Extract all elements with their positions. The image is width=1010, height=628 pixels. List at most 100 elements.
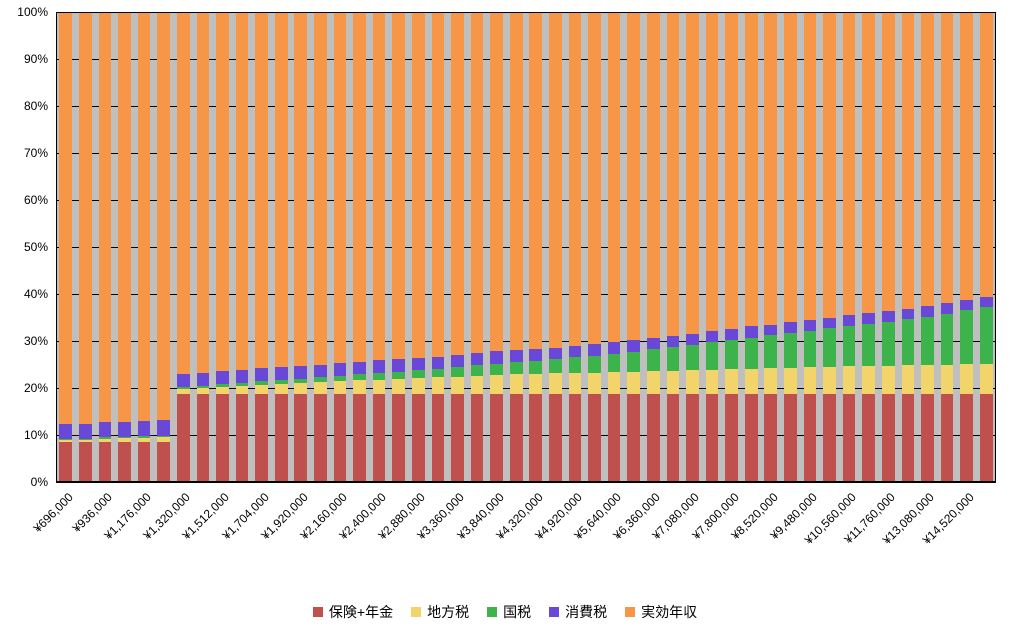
legend-label: 実効年収	[641, 602, 697, 622]
bar-segment-chihouzei	[334, 381, 347, 393]
bar	[99, 12, 112, 482]
bar-segment-hoken_nenkin	[882, 394, 895, 482]
bar-segment-shouhizei	[157, 420, 170, 435]
bar-segment-hoken_nenkin	[941, 394, 954, 482]
bar-segment-shouhizei	[510, 350, 523, 362]
bar-slot	[702, 12, 722, 482]
bar-segment-jikkou	[902, 12, 915, 309]
bar-segment-hoken_nenkin	[373, 394, 386, 482]
bar-slot	[389, 12, 409, 482]
bar-segment-shouhizei	[138, 421, 151, 436]
bar	[216, 12, 229, 482]
bar	[432, 12, 445, 482]
bar-segment-chihouzei	[686, 370, 699, 394]
bar-segment-chihouzei	[823, 367, 836, 394]
bar-slot	[761, 12, 781, 482]
bar-segment-shouhizei	[569, 346, 582, 358]
bar-segment-jikkou	[314, 12, 327, 365]
bar-segment-chihouzei	[392, 379, 405, 394]
bar-segment-jikkou	[960, 12, 973, 300]
bar-slot	[467, 12, 487, 482]
bar	[725, 12, 738, 482]
bar-segment-chihouzei	[608, 372, 621, 394]
bar-segment-chihouzei	[294, 383, 307, 393]
bar	[334, 12, 347, 482]
bar-segment-jikkou	[99, 12, 112, 422]
bar-segment-kokuzei	[471, 365, 484, 375]
bar-segment-jikkou	[980, 12, 993, 297]
bars-container	[56, 12, 996, 482]
bar-segment-jikkou	[804, 12, 817, 320]
bar	[784, 12, 797, 482]
legend-swatch	[549, 607, 559, 617]
bar-segment-shouhizei	[686, 334, 699, 345]
bar-slot	[330, 12, 350, 482]
bar-segment-kokuzei	[647, 349, 660, 371]
bar-slot	[252, 12, 272, 482]
bar-segment-kokuzei	[432, 369, 445, 377]
bar-segment-jikkou	[432, 12, 445, 357]
bar-segment-kokuzei	[373, 373, 386, 380]
bar-segment-hoken_nenkin	[745, 394, 758, 482]
bar-segment-kokuzei	[588, 356, 601, 373]
bar-slot	[291, 12, 311, 482]
bar-segment-shouhizei	[549, 348, 562, 360]
bar	[686, 12, 699, 482]
bar-segment-shouhizei	[882, 311, 895, 322]
bar-segment-shouhizei	[197, 373, 210, 386]
bar	[353, 12, 366, 482]
bar-segment-jikkou	[412, 12, 425, 358]
bar-slot	[957, 12, 977, 482]
bar	[79, 12, 92, 482]
bar-segment-hoken_nenkin	[255, 394, 268, 482]
bar-segment-shouhizei	[941, 303, 954, 313]
bar-segment-shouhizei	[79, 424, 92, 439]
bar-segment-chihouzei	[373, 380, 386, 394]
bar-segment-hoken_nenkin	[157, 442, 170, 482]
bar-segment-hoken_nenkin	[79, 442, 92, 482]
y-tick-label: 30%	[24, 334, 48, 348]
bar-segment-chihouzei	[960, 364, 973, 394]
bar-segment-kokuzei	[843, 326, 856, 366]
bar-slot	[56, 12, 76, 482]
bar-slot	[232, 12, 252, 482]
bar-segment-hoken_nenkin	[843, 394, 856, 482]
bar-segment-shouhizei	[764, 325, 777, 336]
bar-segment-kokuzei	[627, 352, 640, 372]
x-tick-label: ¥696,000	[30, 490, 75, 535]
bar-segment-hoken_nenkin	[667, 394, 680, 482]
bar-segment-hoken_nenkin	[392, 394, 405, 482]
bar	[197, 12, 210, 482]
bar-slot	[918, 12, 938, 482]
bar-slot	[624, 12, 644, 482]
bar-segment-hoken_nenkin	[314, 394, 327, 482]
bar-segment-chihouzei	[843, 366, 856, 393]
bar-segment-jikkou	[529, 12, 542, 349]
bar-slot	[193, 12, 213, 482]
bar-segment-kokuzei	[784, 333, 797, 368]
bar-segment-kokuzei	[451, 367, 464, 376]
bar-segment-jikkou	[569, 12, 582, 346]
bar-segment-kokuzei	[706, 342, 719, 369]
bar-segment-jikkou	[745, 12, 758, 326]
bar-segment-shouhizei	[608, 342, 621, 354]
bar-segment-shouhizei	[667, 336, 680, 347]
bar-segment-chihouzei	[471, 376, 484, 394]
bar	[843, 12, 856, 482]
bar-segment-hoken_nenkin	[784, 394, 797, 482]
bar-segment-kokuzei	[862, 324, 875, 366]
bar-segment-hoken_nenkin	[569, 394, 582, 482]
bar-segment-jikkou	[588, 12, 601, 344]
bar-slot	[644, 12, 664, 482]
bar	[314, 12, 327, 482]
bar-segment-hoken_nenkin	[588, 394, 601, 482]
bar	[882, 12, 895, 482]
y-tick-label: 20%	[24, 381, 48, 395]
bar	[921, 12, 934, 482]
bar-segment-chihouzei	[667, 371, 680, 394]
bar	[764, 12, 777, 482]
bar-slot	[409, 12, 429, 482]
y-tick-label: 80%	[24, 99, 48, 113]
bar-segment-jikkou	[197, 12, 210, 372]
bar-segment-jikkou	[138, 12, 151, 421]
